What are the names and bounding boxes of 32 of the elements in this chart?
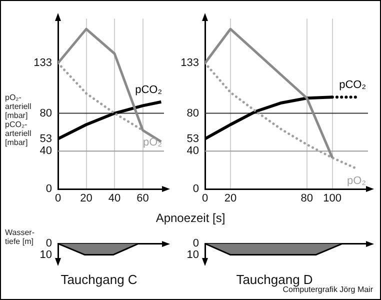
- y-tick-label: 0: [46, 183, 52, 196]
- series-label: pCO₂: [339, 79, 366, 92]
- y-tick-label: 40: [186, 145, 199, 158]
- x-tick-label: 80: [300, 192, 313, 205]
- y-axis-title: Wasser-tiefe [m]: [5, 228, 36, 246]
- x-tick-label: 60: [136, 192, 149, 205]
- y-axis-title: pO₂-arteriell [mbar] pCO₂-arteriell [mbar]: [5, 93, 32, 147]
- y-tick-label: 53: [186, 132, 199, 145]
- x-tick-label: 0: [202, 192, 208, 205]
- text: Computergrafik Jörg Mair: [282, 285, 373, 294]
- series-label: pO₂: [143, 136, 162, 148]
- y-tick-label: 80: [186, 107, 199, 120]
- y-tick-label: 0: [46, 238, 52, 250]
- y-tick-label: 0: [192, 183, 199, 196]
- y-tick-label: 133: [34, 57, 52, 70]
- x-tick-label: 20: [80, 192, 92, 205]
- y-tick-label: 40: [40, 145, 52, 158]
- y-tick-label: 10: [40, 248, 52, 261]
- series-label: pO₂: [347, 175, 366, 188]
- y-tick-label: 10: [186, 248, 199, 261]
- x-tick-label: 100: [323, 192, 342, 205]
- series-label: pCO₂: [135, 84, 162, 96]
- y-tick-label: 53: [40, 132, 52, 145]
- x-tick-label: 40: [108, 192, 121, 205]
- y-tick-label: 0: [192, 238, 199, 250]
- x-axis-title: Tauchgang D: [235, 272, 313, 287]
- x-axis-title: Tauchgang C: [60, 272, 138, 287]
- x-tick-label: 20: [224, 192, 237, 205]
- x-tick-label: 0: [54, 192, 62, 205]
- x-axis-title: Apnoezeit [s]: [154, 211, 226, 225]
- y-tick-label: 80: [40, 107, 52, 120]
- y-tick-label: 133: [180, 57, 199, 70]
